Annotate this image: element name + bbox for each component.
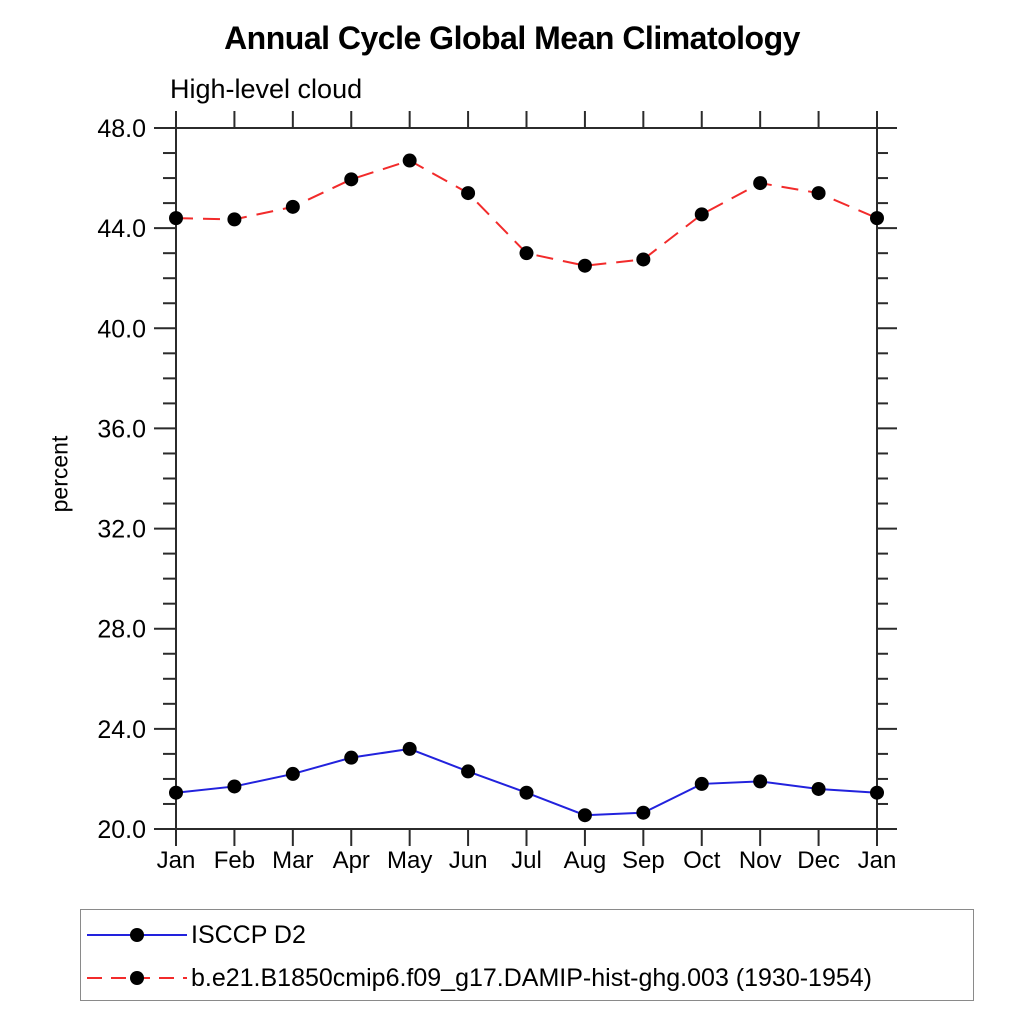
y-tick-label: 44.0 [97,215,146,243]
x-tick-label: Mar [272,847,313,874]
legend-item-1: ISCCP D2 [87,920,306,950]
legend-line-sample [87,928,187,942]
x-tick-label: Jun [449,847,488,874]
data-point-marker [461,764,476,779]
series-line-1 [175,747,878,817]
x-tick-label: Feb [214,847,255,874]
data-point-marker [753,774,768,789]
y-tick-label: 40.0 [97,315,146,343]
x-tick-label: Oct [683,847,721,874]
x-tick-label: May [387,847,432,874]
data-point-marker [227,779,242,794]
legend-line-sample [87,971,187,985]
x-tick-label: Sep [622,847,665,874]
y-tick-label: 28.0 [97,616,146,644]
data-point-marker [519,785,534,800]
data-point-marker [694,776,709,791]
data-point-marker [811,186,826,201]
data-point-marker [753,176,768,191]
data-point-marker [285,766,300,781]
data-point-marker [636,805,651,820]
legend-item-2: b.e21.B1850cmip6.f09_g17.DAMIP-hist-ghg.… [87,963,872,993]
data-point-marker [577,258,592,273]
x-tick-label: Apr [333,847,370,874]
legend-label: ISCCP D2 [191,920,306,949]
plot-subtitle: High-level cloud [170,74,363,104]
x-tick-label: Jan [157,847,196,874]
x-tick-label: Jul [511,847,542,874]
legend-marker-icon [130,971,144,985]
data-point-marker [519,246,534,261]
data-point-marker [694,207,709,222]
y-tick-label: 24.0 [97,716,146,744]
x-tick-label: Dec [797,847,840,874]
legend-box: ISCCP D2 b.e21.B1850cmip6.f09_g17.DAMIP-h… [80,909,974,1001]
y-tick-label: 32.0 [97,516,146,544]
data-point-marker [577,808,592,823]
x-tick-label: Aug [564,847,607,874]
data-point-marker [461,186,476,201]
data-point-marker [870,211,884,226]
x-tick-label: Jan [858,847,897,874]
x-tick-label: Nov [739,847,782,874]
y-tick-label: 48.0 [97,115,146,143]
data-point-marker [870,785,884,800]
data-point-marker [811,781,826,796]
legend-marker-icon [130,928,144,942]
data-point-marker [344,172,359,187]
y-tick-label: 20.0 [97,816,146,844]
data-point-marker [285,199,300,214]
data-point-marker [344,750,359,765]
data-point-marker [169,785,183,800]
data-point-marker [402,741,417,756]
legend-label: b.e21.B1850cmip6.f09_g17.DAMIP-hist-ghg.… [191,963,872,992]
y-tick-label: 36.0 [97,415,146,443]
data-point-marker [402,153,417,168]
data-point-marker [636,252,651,267]
data-point-marker [227,212,242,227]
page-title: Annual Cycle Global Mean Climatology [224,20,800,56]
data-point-marker [169,211,183,226]
